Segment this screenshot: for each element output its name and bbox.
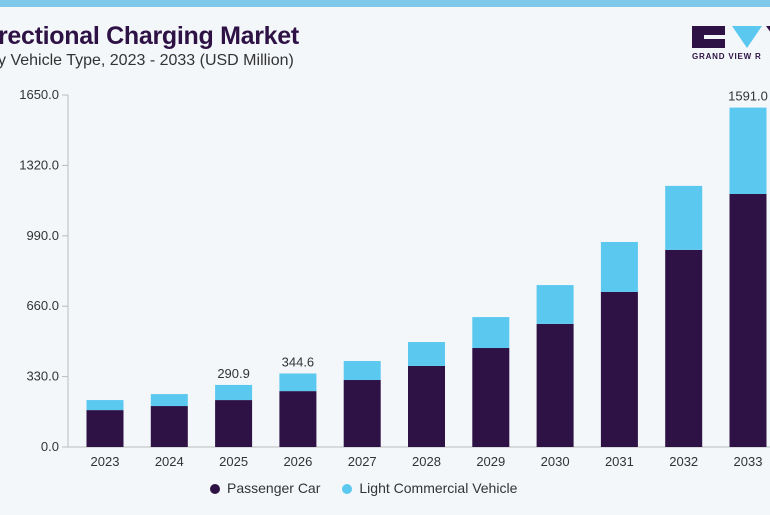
bar-passenger-car-2032 — [665, 249, 703, 447]
bar-light-commercial-vehicle-2028 — [408, 342, 445, 366]
legend-swatch — [342, 484, 353, 495]
bar-light-commercial-vehicle-2023 — [86, 400, 124, 411]
x-tick-label: 2024 — [155, 454, 184, 469]
bar-passenger-car-2028 — [408, 365, 445, 447]
y-tick-label: 330.0 — [26, 369, 59, 384]
x-tick-label: 2031 — [605, 454, 634, 469]
bar-passenger-car-2027 — [343, 380, 381, 447]
logo-icon — [692, 26, 770, 48]
legend: Passenger Car Light Commercial Vehicle — [210, 480, 517, 496]
data-label-total: 1591.0 — [728, 89, 768, 104]
bar-passenger-car-2033 — [729, 193, 767, 447]
legend-item-passenger-car[interactable]: Passenger Car — [210, 480, 320, 496]
bar-light-commercial-vehicle-2031 — [600, 241, 638, 292]
bar-light-commercial-vehicle-2032 — [665, 185, 703, 250]
y-tick-label: 0.0 — [41, 439, 59, 454]
bar-passenger-car-2029 — [472, 348, 510, 447]
x-tick-label: 2025 — [219, 454, 248, 469]
y-tick-label: 1320.0 — [19, 157, 59, 172]
x-tick-label: 2023 — [91, 454, 120, 469]
data-label-total: 290.9 — [217, 366, 250, 381]
x-tick-label: 2029 — [476, 454, 505, 469]
bar-passenger-car-2030 — [536, 323, 574, 447]
y-tick-label: 660.0 — [26, 298, 59, 313]
chart-title: rectional Charging Market — [0, 22, 299, 50]
x-tick-label: 2032 — [669, 454, 698, 469]
bar-light-commercial-vehicle-2033 — [729, 107, 767, 194]
x-tick-label: 2028 — [412, 454, 441, 469]
x-tick-label: 2027 — [348, 454, 377, 469]
x-tick-label: 2030 — [541, 454, 570, 469]
chart-subtitle: y Vehicle Type, 2023 - 2033 (USD Million… — [0, 52, 294, 69]
bar-light-commercial-vehicle-2030 — [536, 285, 574, 324]
bar-light-commercial-vehicle-2026 — [279, 373, 317, 392]
data-label-total: 344.6 — [282, 354, 315, 369]
bar-passenger-car-2026 — [279, 391, 317, 447]
y-tick-label: 1650.0 — [19, 87, 59, 102]
bar-light-commercial-vehicle-2025 — [215, 384, 253, 401]
bar-passenger-car-2023 — [86, 410, 124, 447]
bar-light-commercial-vehicle-2024 — [150, 394, 188, 407]
bar-light-commercial-vehicle-2027 — [343, 361, 381, 381]
bar-passenger-car-2024 — [150, 406, 188, 447]
legend-item-light-commercial-vehicle[interactable]: Light Commercial Vehicle — [342, 480, 517, 496]
bar-light-commercial-vehicle-2029 — [472, 317, 510, 349]
logo-text: GRAND VIEW R — [692, 52, 762, 61]
bar-passenger-car-2031 — [600, 291, 638, 447]
legend-swatch — [210, 484, 220, 495]
x-tick-label: 2026 — [283, 454, 312, 469]
bar-passenger-car-2025 — [215, 400, 253, 447]
x-tick-label: 2033 — [734, 454, 763, 469]
top-accent-bar — [0, 0, 770, 7]
y-tick-label: 990.0 — [26, 228, 59, 243]
